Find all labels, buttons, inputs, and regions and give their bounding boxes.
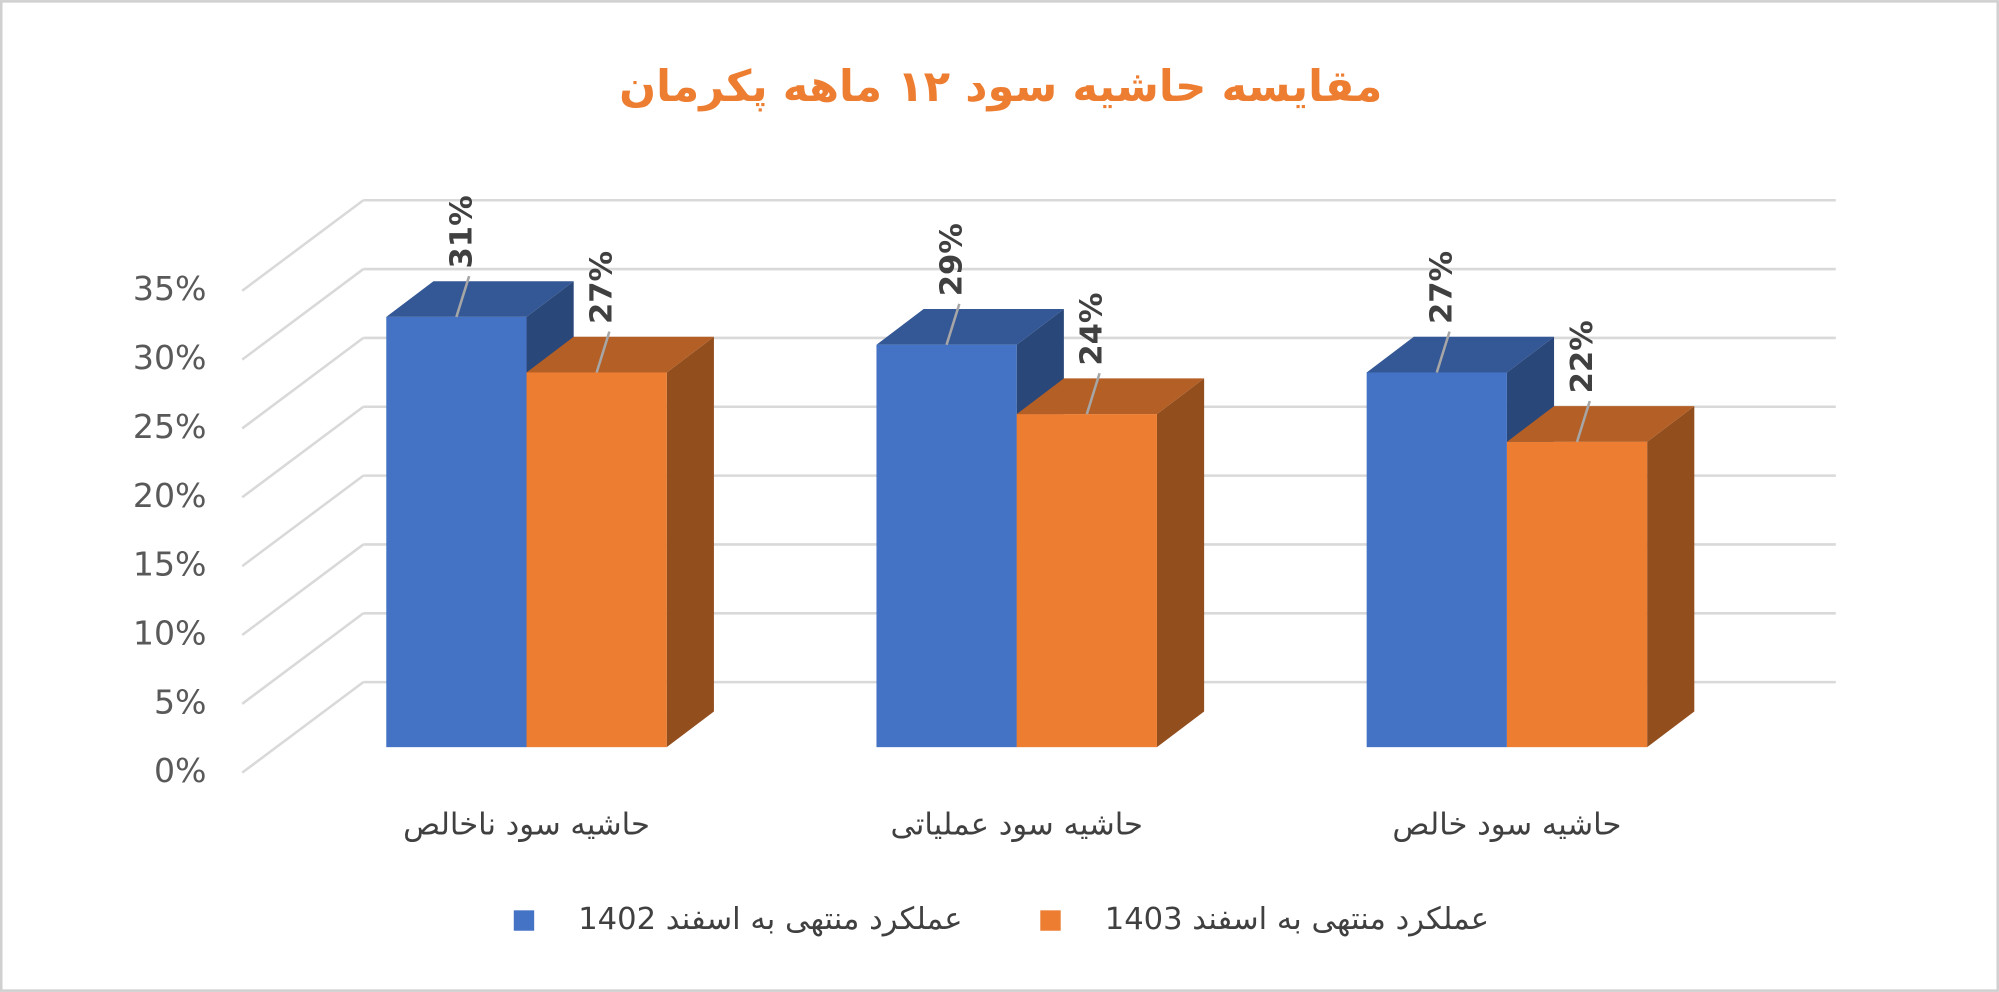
data-label: 27% xyxy=(1425,251,1460,324)
leader-line xyxy=(945,303,961,346)
data-label: 27% xyxy=(585,251,620,324)
bar-top xyxy=(1366,336,1555,373)
bar-side xyxy=(1156,378,1205,748)
grid-line-side xyxy=(241,336,365,430)
data-label: 31% xyxy=(444,195,479,268)
bar-top xyxy=(386,281,574,317)
grid-line-side xyxy=(241,474,365,568)
y-tick-label: 35% xyxy=(133,269,207,308)
leader-line xyxy=(595,331,611,373)
y-tick-label: 10% xyxy=(133,613,207,652)
bar xyxy=(526,372,667,748)
x-tick-label: حاشیه سود خالص xyxy=(1392,808,1621,843)
y-tick-label: 25% xyxy=(133,407,207,446)
bar-top xyxy=(876,308,1064,345)
bar-side xyxy=(666,336,714,748)
legend-swatch xyxy=(513,910,535,931)
chart-title: مقایسه حاشیه سود ۱۲ ماهه پکرمان xyxy=(619,62,1382,112)
bar xyxy=(1366,372,1507,748)
bar xyxy=(1016,414,1157,748)
bar xyxy=(386,316,527,748)
bar-top xyxy=(1506,406,1695,442)
leader-line xyxy=(1085,372,1101,415)
grid-line-side xyxy=(241,543,365,636)
data-label: 22% xyxy=(1565,320,1600,393)
legend-swatch xyxy=(1040,910,1061,931)
y-tick-label: 0% xyxy=(154,751,207,790)
bar-top xyxy=(526,336,714,373)
leader-line xyxy=(1435,331,1451,373)
grid-line-side xyxy=(241,199,365,292)
bar xyxy=(1506,441,1648,748)
data-label: 29% xyxy=(934,223,969,296)
legend-label: عملکرد منتهی به اسفند 1403 xyxy=(1105,902,1489,937)
y-tick-label: 5% xyxy=(154,682,207,721)
grid-line-side xyxy=(241,681,365,774)
x-tick-label: حاشیه سود عملیاتی xyxy=(890,808,1143,843)
grid-line-side xyxy=(241,612,365,705)
grid-line-side xyxy=(241,268,365,361)
x-tick-label: حاشیه سود ناخالص xyxy=(403,808,650,843)
legend-label: عملکرد منتهی به اسفند 1402 xyxy=(578,902,962,937)
y-tick-label: 30% xyxy=(133,338,207,377)
data-label: 24% xyxy=(1075,292,1110,365)
y-tick-label: 15% xyxy=(133,545,207,584)
bar-side xyxy=(1647,406,1695,748)
y-tick-label: 20% xyxy=(133,476,207,515)
bar-top xyxy=(1016,378,1205,415)
grid-line-side xyxy=(241,405,365,499)
leader-line xyxy=(455,275,471,318)
bar xyxy=(876,344,1017,748)
leader-line xyxy=(1575,400,1591,443)
